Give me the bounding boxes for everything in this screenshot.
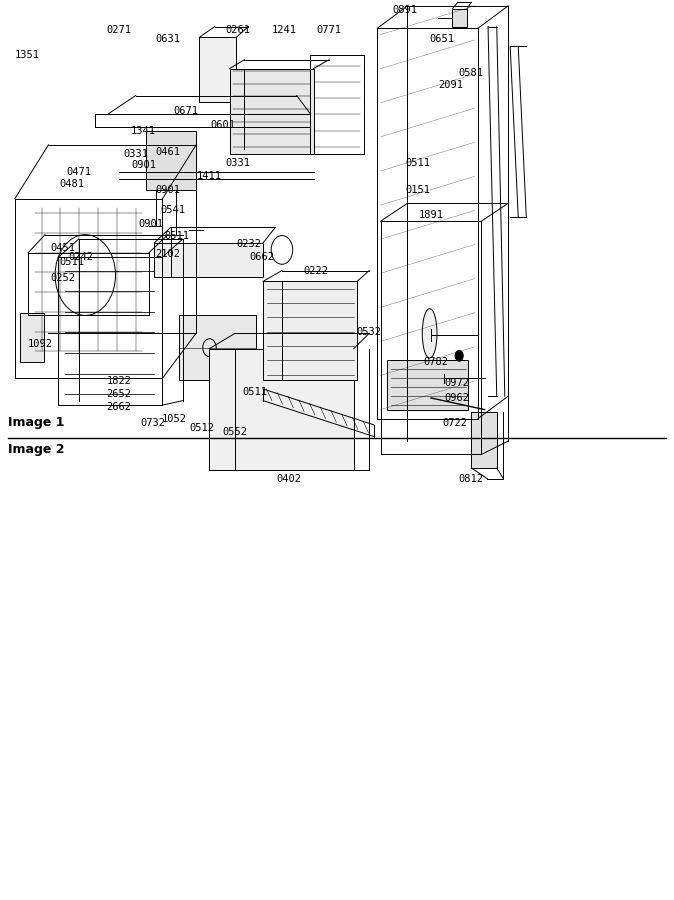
Text: 0901: 0901 — [155, 184, 181, 194]
Text: 0552: 0552 — [222, 428, 247, 437]
Text: 0271: 0271 — [106, 25, 131, 35]
Text: 0631: 0631 — [155, 34, 181, 44]
FancyBboxPatch shape — [388, 360, 468, 410]
FancyBboxPatch shape — [263, 282, 357, 380]
Text: 0901: 0901 — [132, 159, 157, 170]
FancyBboxPatch shape — [210, 348, 354, 470]
Text: 0331: 0331 — [123, 148, 148, 159]
Text: 1341: 1341 — [131, 127, 156, 137]
FancyBboxPatch shape — [200, 37, 237, 102]
Text: 1092: 1092 — [28, 339, 53, 349]
FancyBboxPatch shape — [154, 243, 263, 277]
Text: 0732: 0732 — [140, 418, 165, 428]
Text: 0511: 0511 — [164, 231, 190, 241]
Text: Image 1: Image 1 — [8, 417, 65, 429]
Text: 2652: 2652 — [106, 390, 131, 400]
Text: 0722: 0722 — [442, 418, 467, 428]
Text: 0261: 0261 — [225, 25, 250, 35]
Text: 0901: 0901 — [138, 219, 163, 229]
Text: 0512: 0512 — [189, 423, 214, 433]
Text: 0331: 0331 — [225, 158, 250, 168]
Text: 0481: 0481 — [59, 179, 84, 189]
Text: 1891: 1891 — [419, 210, 443, 220]
Text: 0541: 0541 — [160, 204, 185, 214]
Text: 0972: 0972 — [444, 378, 469, 388]
Text: 0451: 0451 — [51, 243, 75, 253]
Text: 0962: 0962 — [444, 393, 469, 403]
Text: 2091: 2091 — [439, 80, 464, 90]
Text: 0252: 0252 — [51, 273, 75, 283]
FancyBboxPatch shape — [230, 68, 313, 154]
Text: 0782: 0782 — [424, 357, 449, 367]
Text: 0601: 0601 — [210, 121, 235, 130]
Text: 0232: 0232 — [236, 238, 261, 248]
Text: 1822: 1822 — [106, 376, 131, 386]
Text: 0511: 0511 — [243, 387, 268, 397]
Text: 0891: 0891 — [392, 5, 417, 15]
FancyBboxPatch shape — [146, 131, 196, 190]
Text: 0651: 0651 — [429, 34, 454, 44]
Text: 1411: 1411 — [197, 171, 222, 181]
Text: 0471: 0471 — [66, 166, 91, 177]
Text: 0581: 0581 — [459, 68, 484, 78]
FancyBboxPatch shape — [471, 412, 497, 468]
Text: 0662: 0662 — [249, 252, 274, 262]
Text: 0671: 0671 — [173, 106, 198, 116]
Text: 1351: 1351 — [14, 50, 39, 60]
FancyBboxPatch shape — [179, 315, 256, 380]
Text: 0532: 0532 — [357, 327, 381, 337]
Text: 1241: 1241 — [272, 25, 297, 35]
Ellipse shape — [422, 309, 437, 358]
Text: 2102: 2102 — [155, 249, 181, 259]
Text: 0771: 0771 — [317, 25, 342, 35]
Text: 0511: 0511 — [405, 158, 430, 168]
FancyBboxPatch shape — [452, 9, 467, 26]
Text: Image 2: Image 2 — [8, 443, 65, 455]
Circle shape — [455, 350, 463, 361]
Text: 0461: 0461 — [155, 147, 181, 158]
Text: 1052: 1052 — [162, 414, 187, 424]
Text: 0151: 0151 — [405, 184, 430, 194]
Text: 2662: 2662 — [106, 402, 131, 412]
Text: 0242: 0242 — [68, 252, 93, 262]
Text: 0402: 0402 — [276, 473, 301, 483]
Text: 0222: 0222 — [303, 266, 328, 275]
Text: 0511: 0511 — [59, 256, 84, 266]
FancyBboxPatch shape — [20, 312, 44, 362]
Text: 0812: 0812 — [459, 473, 484, 483]
